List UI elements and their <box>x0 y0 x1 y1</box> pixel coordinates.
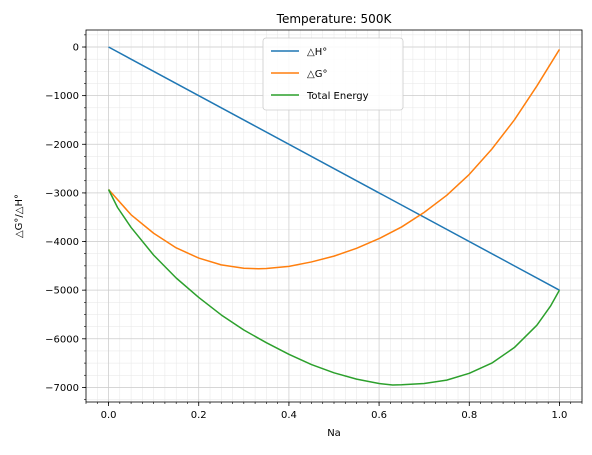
major-grid <box>86 30 582 402</box>
legend-box <box>262 37 404 111</box>
legend: △H° △G° Total Energy <box>262 37 404 111</box>
legend-label-1: △G° <box>307 69 327 80</box>
x-tick-label: 0.4 <box>281 410 297 421</box>
tick-labels: 0.0 0.2 0.4 0.6 0.8 1.0 0 −1000 −2000 −3000 −4000 −… <box>45 43 567 421</box>
series-line-2 <box>107 189 561 386</box>
legend-label-2: Total Energy <box>306 91 369 102</box>
axis-ticks <box>82 34 583 406</box>
x-tick-label: 1.0 <box>552 410 568 421</box>
y-tick-label: −4000 <box>45 237 79 248</box>
y-tick-label: −5000 <box>45 286 79 297</box>
y-tick-label: 0 <box>73 43 79 54</box>
series-layer <box>107 46 561 386</box>
y-axis-label: △G°/△H° <box>14 194 25 238</box>
series-line-0 <box>108 46 560 291</box>
chart-title: Temperature: 500K <box>276 12 393 26</box>
x-tick-label: 0.6 <box>371 410 387 421</box>
x-tick-label: 0.8 <box>461 410 477 421</box>
y-tick-label: −2000 <box>45 140 79 151</box>
x-tick-label: 0.0 <box>101 410 117 421</box>
y-tick-label: −6000 <box>45 334 79 345</box>
series-line-1 <box>107 49 561 270</box>
x-axis-label: Na <box>327 428 341 439</box>
y-tick-label: −3000 <box>45 188 79 199</box>
legend-label-0: △H° <box>307 47 327 58</box>
y-tick-label: −7000 <box>45 383 79 394</box>
x-tick-label: 0.2 <box>191 410 207 421</box>
y-tick-label: −1000 <box>45 91 79 102</box>
